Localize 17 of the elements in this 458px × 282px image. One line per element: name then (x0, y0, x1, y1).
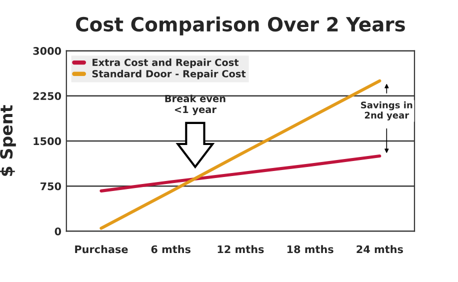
chart-title: Cost Comparison Over 2 Years (76, 16, 405, 36)
x-tick-label: 6 mths (151, 245, 191, 254)
line-series (100, 154, 382, 192)
y-axis-title: $ Spent (0, 105, 16, 176)
x-tick-label: 12 mths (218, 245, 264, 254)
annotation: Break even <1 year (165, 94, 226, 116)
y-tick-label: 3000 (33, 46, 62, 55)
legend-label: Extra Cost and Repair Cost (92, 58, 239, 68)
y-tick-label: 0 (54, 227, 62, 236)
y-tick-label: 2250 (33, 92, 62, 100)
y-tick-label: 1500 (34, 137, 62, 146)
y-tick-label: 750 (40, 182, 62, 190)
annotation: Savings in 2nd year (361, 101, 412, 120)
legend-label: Standard Door - Repair Cost (92, 70, 246, 80)
x-tick-label: 18 mths (287, 245, 334, 254)
x-tick-label: 24 mths (356, 245, 403, 254)
x-tick-label: Purchase (75, 245, 128, 254)
